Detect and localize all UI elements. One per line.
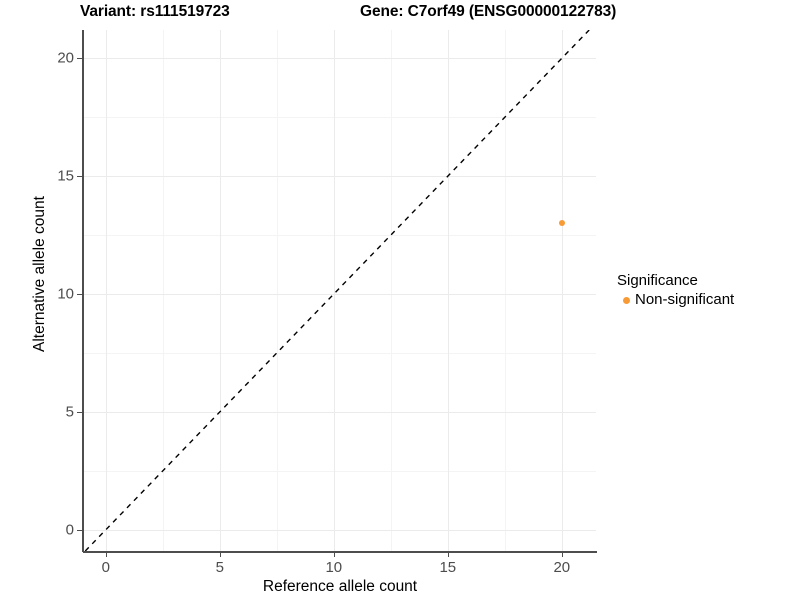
y-tick-mark bbox=[77, 294, 82, 296]
variant-title: Variant: rs111519723 bbox=[80, 3, 230, 20]
x-tick-label: 20 bbox=[553, 559, 571, 576]
x-tick-mark bbox=[105, 552, 107, 557]
x-tick-mark bbox=[561, 552, 563, 557]
gene-title: Gene: C7orf49 (ENSG00000122783) bbox=[360, 3, 617, 20]
gridline-major-vertical bbox=[219, 30, 221, 551]
reference-line-y-equals-x bbox=[84, 30, 590, 551]
gridline-minor-vertical bbox=[504, 30, 506, 551]
y-tick-mark bbox=[77, 176, 82, 178]
gridline-major-horizontal bbox=[83, 411, 596, 413]
y-tick-mark bbox=[77, 411, 82, 414]
y-tick-mark bbox=[77, 529, 82, 531]
plot-panel bbox=[83, 30, 596, 551]
gridline-minor-horizontal bbox=[83, 117, 596, 119]
x-tick-mark bbox=[333, 552, 335, 557]
data-point[interactable] bbox=[558, 220, 565, 227]
y-tick-label: 15 bbox=[57, 167, 74, 185]
legend-swatch-icon bbox=[617, 291, 635, 309]
gridline-major-horizontal bbox=[83, 529, 596, 531]
y-tick-label: 5 bbox=[65, 403, 74, 421]
gridline-major-vertical bbox=[447, 30, 449, 551]
x-tick-label: 10 bbox=[325, 559, 343, 576]
x-tick-mark bbox=[219, 552, 221, 557]
x-tick-label: 15 bbox=[439, 559, 457, 576]
gridline-major-vertical bbox=[105, 30, 107, 551]
y-tick-label: 20 bbox=[57, 49, 74, 67]
x-axis-line bbox=[83, 551, 597, 553]
gridline-minor-vertical bbox=[276, 30, 278, 551]
x-axis-label: Reference allele count bbox=[262, 578, 418, 595]
gridline-minor-horizontal bbox=[83, 352, 596, 354]
gridline-major-horizontal bbox=[83, 58, 596, 60]
y-tick-mark bbox=[77, 58, 82, 60]
gridline-major-horizontal bbox=[83, 294, 596, 296]
gridline-minor-vertical bbox=[162, 30, 164, 551]
x-tick-mark bbox=[447, 552, 449, 557]
y-tick-label: 0 bbox=[65, 521, 74, 539]
legend-item-label: Non-significant bbox=[635, 291, 735, 308]
gridline-major-horizontal bbox=[83, 176, 596, 178]
gridline-minor-horizontal bbox=[83, 235, 596, 237]
y-tick-label: 10 bbox=[57, 285, 74, 303]
y-axis-line bbox=[82, 30, 84, 552]
y-axis-label: Alternative allele count bbox=[31, 196, 48, 352]
gridline-minor-horizontal bbox=[83, 470, 596, 472]
gridline-major-vertical bbox=[561, 30, 563, 551]
legend-item-non-significant[interactable]: Non-significant bbox=[617, 291, 734, 309]
legend-title: Significance bbox=[617, 272, 698, 289]
x-tick-label: 0 bbox=[101, 559, 110, 576]
gridline-minor-vertical bbox=[390, 30, 392, 551]
legend: Significance Non-significant bbox=[617, 272, 734, 309]
gridline-major-vertical bbox=[333, 30, 335, 551]
x-tick-label: 5 bbox=[215, 559, 224, 576]
